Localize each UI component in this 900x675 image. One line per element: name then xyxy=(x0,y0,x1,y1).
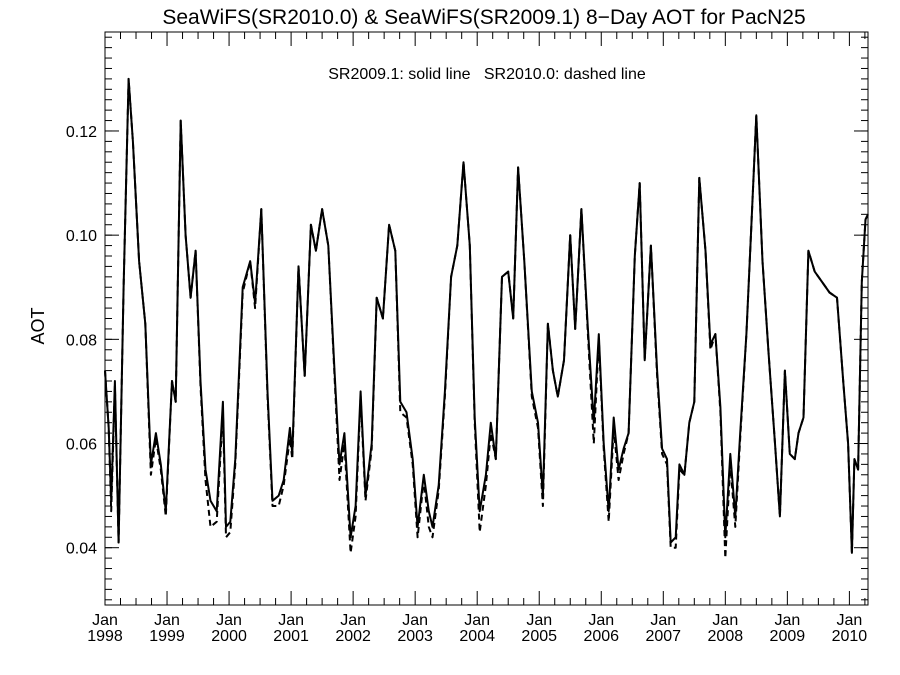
x-tick-label-year: 2007 xyxy=(645,628,681,645)
x-tick-label-month: Jan xyxy=(774,612,800,629)
x-tick-label-month: Jan xyxy=(278,612,304,629)
x-tick-label-month: Jan xyxy=(464,612,490,629)
x-tick-label-month: Jan xyxy=(402,612,428,629)
x-tick-label-month: Jan xyxy=(154,612,180,629)
axis-ticks: 0.040.060.080.100.12Jan1998Jan1999Jan200… xyxy=(66,32,868,645)
legend-annotation: SR2009.1: solid line SR2010.0: dashed li… xyxy=(328,66,646,83)
x-tick-label-month: Jan xyxy=(836,612,862,629)
x-tick-label-year: 2009 xyxy=(770,628,806,645)
x-tick-label-year: 2008 xyxy=(708,628,744,645)
x-tick-label-year: 1999 xyxy=(149,628,185,645)
y-axis-label: AOT xyxy=(28,307,48,344)
x-tick-label-month: Jan xyxy=(526,612,552,629)
y-tick-label: 0.08 xyxy=(66,332,97,349)
y-tick-label: 0.12 xyxy=(66,124,97,141)
y-tick-label: 0.10 xyxy=(66,228,97,245)
x-tick-label-year: 2001 xyxy=(273,628,309,645)
x-tick-label-year: 2002 xyxy=(335,628,371,645)
x-tick-label-year: 1998 xyxy=(87,628,123,645)
series-layer xyxy=(104,77,869,560)
x-tick-label-year: 2000 xyxy=(211,628,247,645)
x-tick-label-month: Jan xyxy=(340,612,366,629)
y-tick-label: 0.06 xyxy=(66,437,97,454)
x-tick-label-year: 2006 xyxy=(583,628,619,645)
series-line-sr2010-0 xyxy=(104,77,869,560)
plot-frame xyxy=(104,31,869,606)
x-tick-label-year: 2010 xyxy=(832,628,868,645)
chart-title: SeaWiFS(SR2010.0) & SeaWiFS(SR2009.1) 8−… xyxy=(162,6,805,29)
x-tick-label-month: Jan xyxy=(92,612,118,629)
x-tick-label-year: 2003 xyxy=(397,628,433,645)
x-tick-label-month: Jan xyxy=(650,612,676,629)
x-tick-label-month: Jan xyxy=(216,612,242,629)
x-tick-label-year: 2004 xyxy=(459,628,495,645)
x-tick-label-year: 2005 xyxy=(521,628,557,645)
x-tick-label-month: Jan xyxy=(588,612,614,629)
series-line-sr2009-1 xyxy=(104,77,869,554)
y-tick-label: 0.04 xyxy=(66,541,97,558)
x-tick-label-month: Jan xyxy=(712,612,738,629)
